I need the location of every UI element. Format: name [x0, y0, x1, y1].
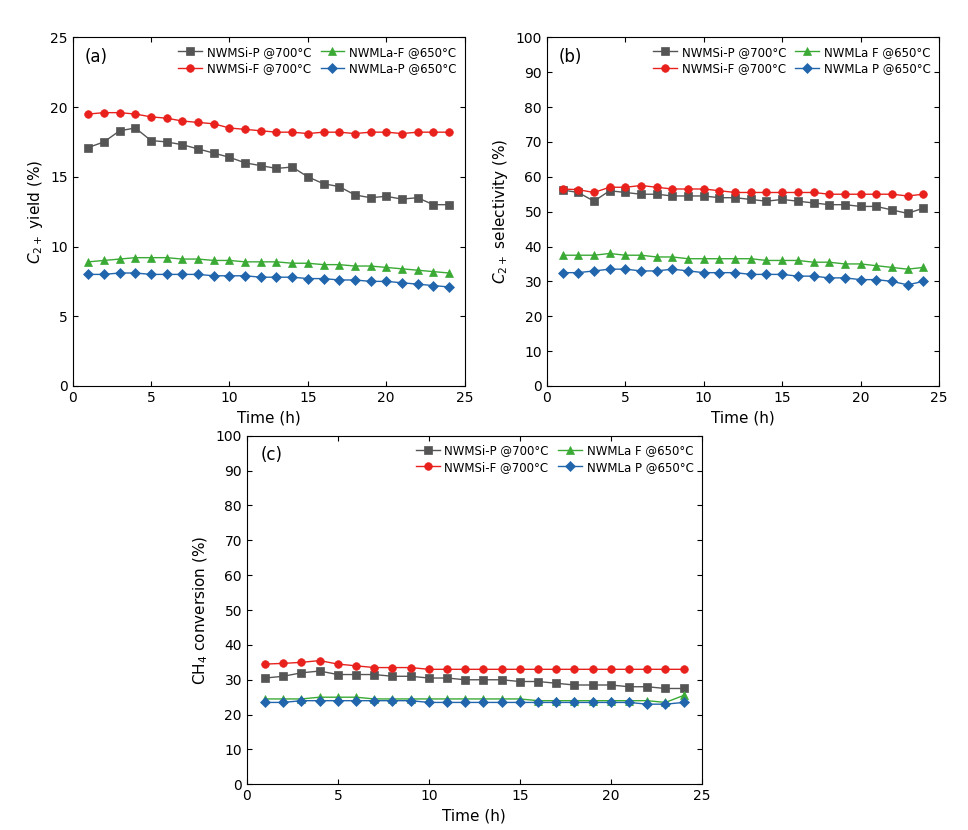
Y-axis label: CH$_4$ conversion (%): CH$_4$ conversion (%)	[192, 535, 210, 685]
Y-axis label: $C_{2+}$ selectivity (%): $C_{2+}$ selectivity (%)	[491, 139, 510, 285]
Text: (b): (b)	[559, 48, 582, 66]
Legend: NWMSi-P @700°C, NWMSi-F @700°C, NWMLa F @650°C, NWMLa P @650°C: NWMSi-P @700°C, NWMSi-F @700°C, NWMLa F …	[411, 439, 698, 478]
X-axis label: Time (h): Time (h)	[711, 410, 774, 425]
Y-axis label: $C_{2+}$ yield (%): $C_{2+}$ yield (%)	[25, 159, 45, 264]
X-axis label: Time (h): Time (h)	[442, 808, 506, 823]
Text: (c): (c)	[260, 447, 283, 464]
Legend: NWMSi-P @700°C, NWMSi-F @700°C, NWMLa-F @650°C, NWMLa-P @650°C: NWMSi-P @700°C, NWMSi-F @700°C, NWMLa-F …	[173, 41, 461, 80]
X-axis label: Time (h): Time (h)	[237, 410, 300, 425]
Text: (a): (a)	[84, 48, 107, 66]
Legend: NWMSi-P @700°C, NWMSi-F @700°C, NWMLa F @650°C, NWMLa P @650°C: NWMSi-P @700°C, NWMSi-F @700°C, NWMLa F …	[649, 41, 935, 80]
